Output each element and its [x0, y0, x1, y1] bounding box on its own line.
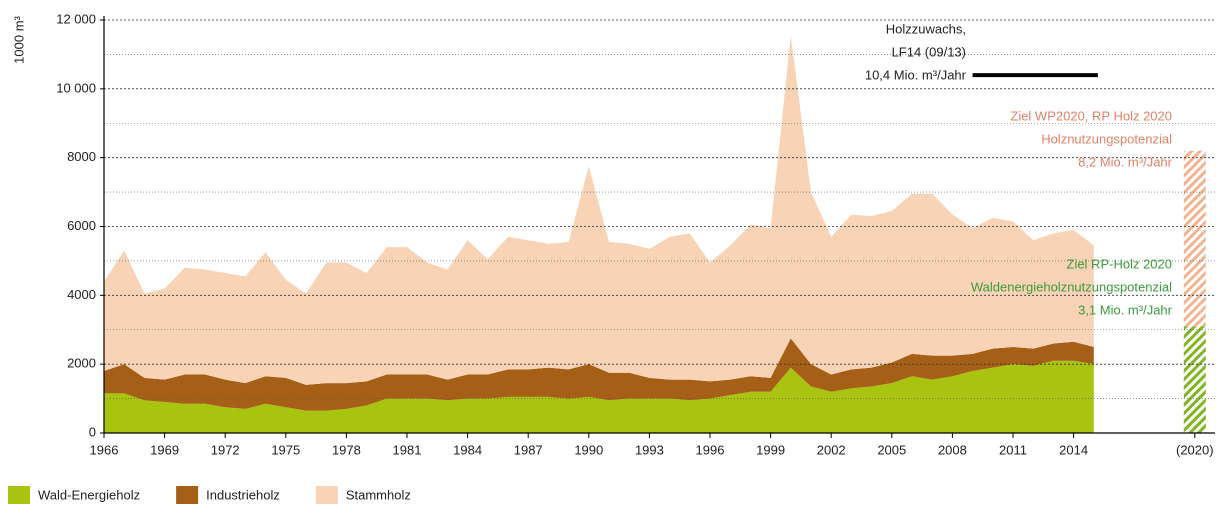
x-tick-label: 1972 — [211, 442, 240, 457]
annotation: Waldenergieholznutzungspotenzial — [971, 279, 1172, 294]
x-tick-label: 1984 — [453, 442, 482, 457]
annotation: Holznutzungspotenzial — [1041, 131, 1172, 146]
x-tick-label: 1987 — [514, 442, 543, 457]
y-tick-label: 6000 — [67, 218, 96, 233]
annotation: 3,1 Mio. m³/Jahr — [1078, 302, 1173, 317]
target-bar — [1183, 326, 1206, 433]
x-tick-label: 1969 — [150, 442, 179, 457]
y-tick-label: 10 000 — [56, 80, 96, 95]
annotation: LF14 (09/13) — [892, 44, 966, 59]
annotation: 8,2 Mio. m³/Jahr — [1078, 154, 1173, 169]
annotation: Ziel WP2020, RP Holz 2020 — [1010, 108, 1172, 123]
y-tick-label: 4000 — [67, 287, 96, 302]
legend-swatch — [8, 486, 30, 504]
x-tick-label: 1993 — [635, 442, 664, 457]
x-tick-label: 2011 — [999, 442, 1027, 457]
annotation: 10,4 Mio. m³/Jahr — [865, 67, 967, 82]
annotation: Holzzuwachs, — [886, 21, 966, 36]
x-tick-label: 2014 — [1059, 442, 1088, 457]
area — [104, 35, 1094, 385]
target-bar — [1183, 150, 1206, 327]
x-tick-label: 1990 — [574, 442, 603, 457]
area — [104, 360, 1094, 433]
x-tick-label: 2002 — [817, 442, 846, 457]
x-tick-label: 2008 — [938, 442, 967, 457]
legend-label: Wald-Energieholz — [38, 487, 140, 502]
area — [104, 338, 1094, 411]
x-tick-label: 1975 — [271, 442, 300, 457]
x-tick-label: 1981 — [393, 442, 422, 457]
legend-label: Industrieholz — [206, 487, 280, 502]
x-tick-label: (2020) — [1176, 442, 1214, 457]
x-tick-label: 1978 — [332, 442, 361, 457]
y-tick-label: 2000 — [67, 356, 96, 371]
y-tick-label: 8000 — [67, 149, 96, 164]
legend-swatch — [315, 486, 338, 504]
y-axis-label: 1000 m³ — [11, 15, 26, 63]
annotation: Ziel RP-Holz 2020 — [1067, 256, 1173, 271]
x-tick-label: 1966 — [90, 442, 119, 457]
legend-label: Stammholz — [346, 487, 411, 502]
x-tick-label: 1996 — [696, 442, 725, 457]
legend-swatch — [176, 486, 199, 504]
x-tick-label: 2005 — [877, 442, 906, 457]
y-tick-label: 12 000 — [56, 11, 96, 26]
y-tick-label: 0 — [89, 424, 96, 439]
x-tick-label: 1999 — [756, 442, 785, 457]
